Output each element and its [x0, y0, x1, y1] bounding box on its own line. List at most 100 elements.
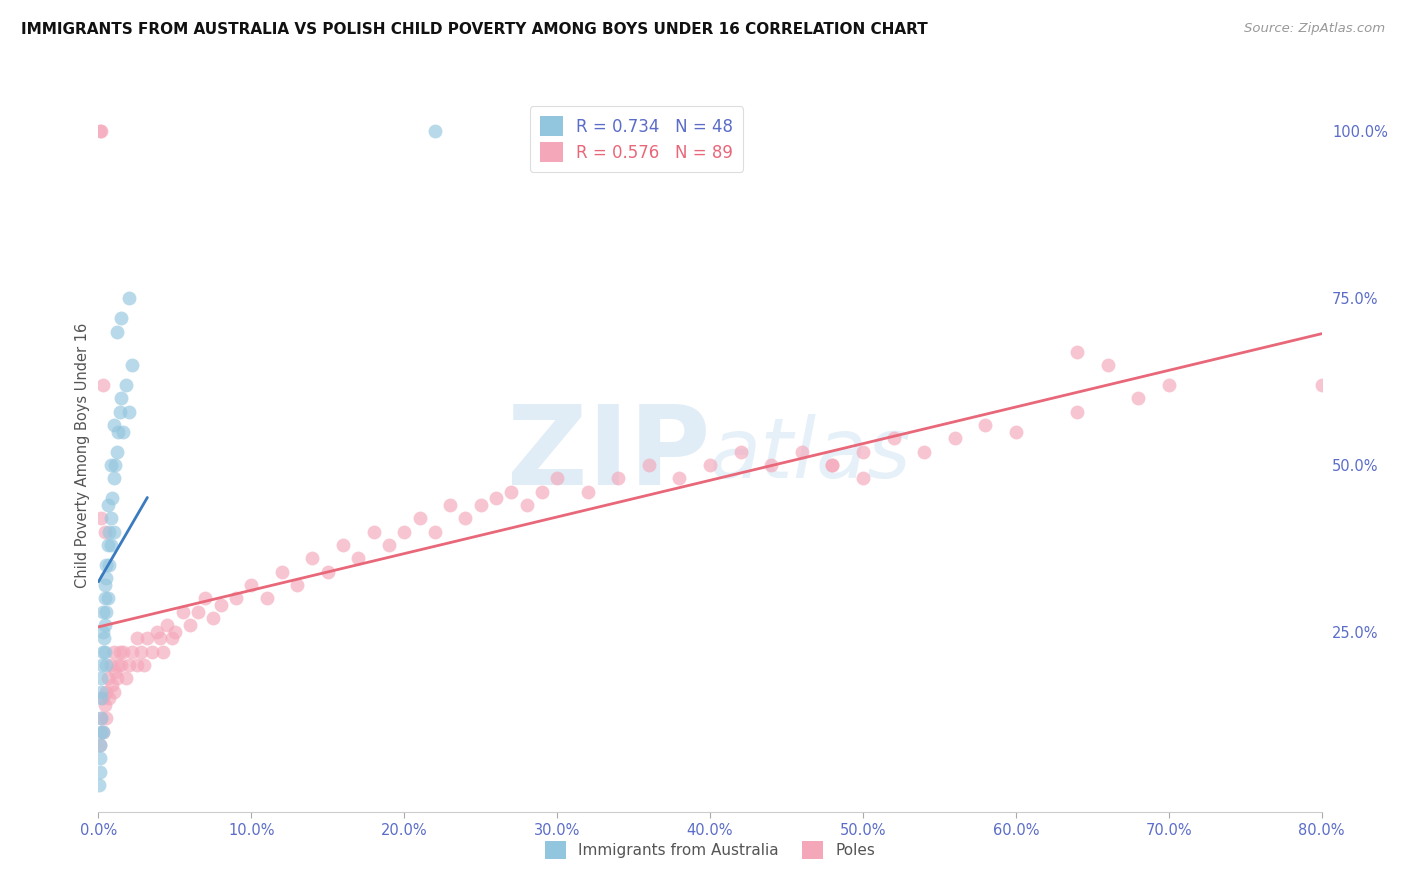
Point: [105, 325, 128, 339]
Y-axis label: Child Poverty Among Boys Under 16: Child Poverty Among Boys Under 16: [75, 322, 90, 588]
Point: [105, 444, 128, 458]
Point: [378, 538, 401, 552]
Point: [285, 578, 308, 592]
Point: [121, 358, 143, 372]
Point: [149, 632, 172, 646]
Point: [852, 444, 875, 458]
Point: [108, 645, 131, 659]
Point: [821, 458, 844, 472]
Point: [110, 658, 132, 673]
Point: [439, 498, 461, 512]
Point: [1066, 404, 1088, 418]
Point: [94, 711, 117, 725]
Point: [97, 591, 120, 606]
Point: [101, 491, 124, 506]
Point: [90, 671, 112, 685]
Point: [408, 511, 430, 525]
Point: [759, 458, 782, 472]
Point: [110, 311, 132, 326]
Point: [89, 751, 111, 765]
Point: [974, 417, 997, 432]
Point: [790, 444, 813, 458]
Point: [179, 618, 201, 632]
Point: [90, 711, 112, 725]
Point: [530, 484, 553, 499]
Point: [256, 591, 278, 606]
Point: [172, 605, 194, 619]
Point: [125, 632, 148, 646]
Legend: Immigrants from Australia, Poles: Immigrants from Australia, Poles: [538, 835, 882, 864]
Point: [202, 611, 225, 625]
Point: [852, 471, 875, 485]
Point: [730, 444, 752, 458]
Point: [454, 511, 477, 525]
Point: [209, 598, 232, 612]
Point: [156, 618, 179, 632]
Point: [103, 684, 125, 698]
Point: [115, 377, 138, 392]
Point: [125, 658, 148, 673]
Point: [118, 291, 141, 305]
Point: [118, 404, 141, 418]
Point: [1128, 391, 1150, 405]
Point: [108, 404, 131, 418]
Point: [90, 511, 112, 525]
Point: [89, 738, 111, 752]
Point: [103, 524, 125, 539]
Point: [91, 658, 114, 673]
Point: [194, 591, 217, 606]
Text: Source: ZipAtlas.com: Source: ZipAtlas.com: [1244, 22, 1385, 36]
Point: [93, 632, 115, 646]
Point: [115, 671, 138, 685]
Point: [91, 377, 114, 392]
Text: ZIP: ZIP: [506, 401, 710, 508]
Point: [94, 571, 117, 585]
Point: [103, 471, 125, 485]
Point: [97, 671, 120, 685]
Point: [98, 524, 121, 539]
Point: [225, 591, 247, 606]
Point: [91, 724, 114, 739]
Text: atlas: atlas: [710, 415, 911, 495]
Point: [91, 645, 114, 659]
Point: [121, 645, 143, 659]
Point: [107, 658, 129, 673]
Point: [301, 551, 323, 566]
Point: [93, 591, 115, 606]
Point: [90, 691, 112, 706]
Point: [699, 458, 721, 472]
Point: [98, 691, 121, 706]
Point: [90, 711, 112, 725]
Point: [90, 124, 112, 138]
Point: [912, 444, 935, 458]
Point: [90, 724, 112, 739]
Point: [637, 458, 661, 472]
Point: [94, 658, 117, 673]
Point: [546, 471, 568, 485]
Point: [94, 558, 117, 572]
Point: [93, 645, 115, 659]
Point: [93, 578, 115, 592]
Point: [93, 698, 115, 712]
Point: [160, 632, 183, 646]
Point: [104, 665, 127, 679]
Point: [91, 605, 114, 619]
Point: [89, 764, 111, 779]
Point: [98, 558, 121, 572]
Point: [110, 391, 132, 405]
Point: [363, 524, 385, 539]
Point: [1097, 358, 1119, 372]
Point: [240, 578, 263, 592]
Point: [1066, 344, 1088, 359]
Point: [89, 778, 111, 792]
Point: [97, 498, 120, 512]
Point: [93, 524, 115, 539]
Point: [347, 551, 370, 566]
Point: [89, 738, 111, 752]
Point: [104, 458, 127, 472]
Point: [1310, 377, 1333, 392]
Point: [270, 565, 292, 579]
Text: IMMIGRANTS FROM AUSTRALIA VS POLISH CHILD POVERTY AMONG BOYS UNDER 16 CORRELATIO: IMMIGRANTS FROM AUSTRALIA VS POLISH CHIL…: [21, 22, 928, 37]
Point: [1157, 377, 1180, 392]
Point: [111, 645, 134, 659]
